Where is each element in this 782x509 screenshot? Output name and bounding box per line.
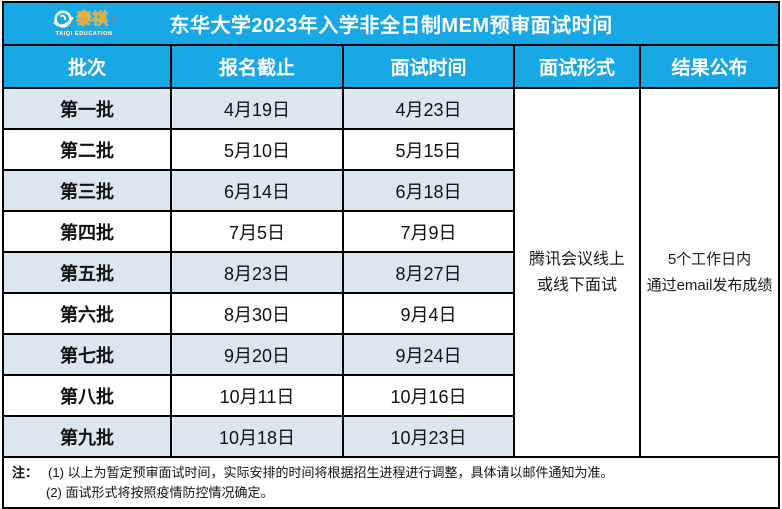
header-format: 面试形式 [515, 46, 639, 87]
page-title: 东华大学2023年入学非全日制MEM预审面试时间 [169, 15, 613, 37]
row-8-interview-cell: 10月16日 [344, 376, 513, 415]
interview-format-line1: 腾讯会议线上 [528, 250, 625, 268]
row-6-deadline-cell: 8月30日 [172, 294, 342, 333]
row-3-interview-cell: 6月18日 [344, 171, 513, 210]
registered-trademark-icon: ® [111, 16, 117, 24]
row-2-deadline-cell: 5月10日 [172, 130, 342, 169]
taiqi-logo: 泰祺 ® TAIQI EDUCATION [52, 7, 116, 40]
row-8-deadline-cell: 10月11日 [172, 376, 342, 415]
header-interview: 面试时间 [344, 46, 513, 87]
row-1-deadline-cell: 4月19日 [172, 89, 342, 128]
row-8-batch-cell: 第八批 [4, 376, 170, 415]
row-5-batch-cell: 第五批 [4, 253, 170, 292]
row-1-batch-cell: 第一批 [4, 89, 170, 128]
row-9-interview-cell: 10月23日 [344, 417, 513, 456]
notes-section: 注： (1) 以上为暂定预审面试时间，实际安排的时间将根据招生进程进行调整，具体… [4, 458, 778, 507]
result-publish-cell: 5个工作日内 通过email发布成绩 [641, 89, 778, 456]
interview-format-line2: 或线下面试 [536, 276, 617, 294]
row-9-deadline-cell: 10月18日 [172, 417, 342, 456]
row-5-interview-cell: 8月27日 [344, 253, 513, 292]
notes-label: 注： [12, 465, 39, 480]
row-5-deadline-cell: 8月23日 [172, 253, 342, 292]
logo-subtext: TAIQI EDUCATION [55, 31, 113, 38]
note-item-2: (2) 面试形式将按照疫情防控情况确定。 [46, 485, 274, 500]
row-3-deadline-cell: 6月14日 [172, 171, 342, 210]
row-4-batch-cell: 第四批 [4, 212, 170, 251]
result-publish-line2: 通过email发布成绩 [646, 276, 773, 294]
row-2-batch-cell: 第二批 [4, 130, 170, 169]
title-bar: 泰祺 ® TAIQI EDUCATION 东华大学2023年入学非全日制MEM预… [4, 3, 778, 44]
row-6-batch-cell: 第六批 [4, 294, 170, 333]
row-3-batch-cell: 第三批 [4, 171, 170, 210]
row-9-batch-cell: 第九批 [4, 417, 170, 456]
row-7-interview-cell: 9月24日 [344, 335, 513, 374]
header-result: 结果公布 [641, 46, 778, 87]
row-1-interview-cell: 4月23日 [344, 89, 513, 128]
row-4-deadline-cell: 7月5日 [172, 212, 342, 251]
interview-format-cell: 腾讯会议线上 或线下面试 [515, 89, 639, 456]
logo-brand-text: 泰祺 [76, 11, 109, 29]
result-publish-line1: 5个工作日内 [667, 250, 752, 268]
note-item-1: (1) 以上为暂定预审面试时间，实际安排的时间将根据招生进程进行调整，具体请以邮… [48, 465, 614, 480]
header-batch: 批次 [4, 46, 170, 87]
row-7-batch-cell: 第七批 [4, 335, 170, 374]
header-deadline: 报名截止 [172, 46, 342, 87]
row-2-interview-cell: 5月15日 [344, 130, 513, 169]
row-7-deadline-cell: 9月20日 [172, 335, 342, 374]
row-6-interview-cell: 9月4日 [344, 294, 513, 333]
taiqi-swirl-icon [53, 10, 74, 28]
row-4-interview-cell: 7月9日 [344, 212, 513, 251]
